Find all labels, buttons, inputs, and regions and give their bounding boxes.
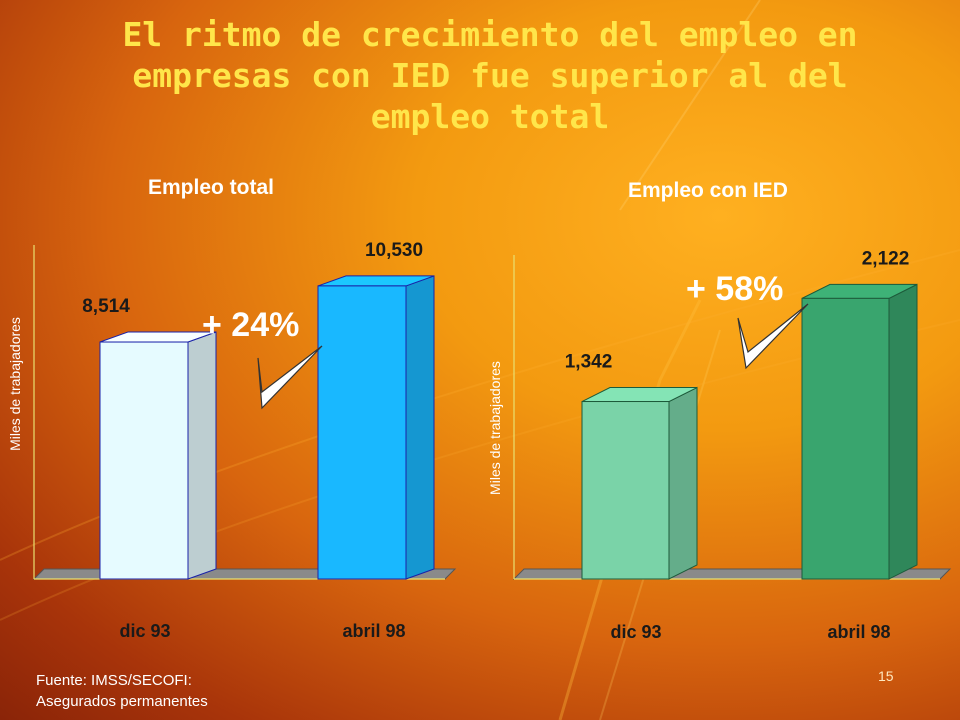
bar-side [888, 283, 918, 580]
bar-front [99, 341, 189, 580]
chart-total: Miles de trabajadores 8,514 dic 93 10,530 ab… [7, 240, 457, 641]
value-label: 10,530 [365, 240, 423, 261]
category-label: abril 98 [342, 621, 405, 641]
chart-ied: Miles de trabajadores 1,342 dic 93 2,122 abr… [487, 248, 952, 642]
source-line-1: Fuente: IMSS/SECOFI: [36, 672, 192, 689]
category-label: abril 98 [827, 622, 890, 642]
checkmark-icon [257, 345, 323, 410]
y-axis-label: Miles de trabajadores [7, 317, 23, 451]
bar-dic-93 [581, 386, 698, 580]
bar-side [187, 331, 217, 580]
bar-side [668, 386, 698, 580]
bar-front [801, 297, 890, 580]
chart-title-total: Empleo total [148, 176, 275, 199]
slide-title: El ritmo de crecimiento del empleo en em… [60, 14, 920, 137]
bar-side [405, 275, 435, 580]
page-number: 15 [878, 668, 894, 684]
title-line-3: empleo total [370, 97, 610, 136]
title-line-2: empresas con IED fue superior al del [132, 56, 848, 95]
bar-front [581, 401, 670, 580]
value-label: 2,122 [862, 248, 910, 269]
category-label: dic 93 [610, 622, 661, 642]
y-axis-label: Miles de trabajadores [487, 361, 503, 495]
bar-abril-98 [801, 283, 918, 580]
value-label: 8,514 [82, 296, 130, 317]
bar-dic-93 [99, 331, 217, 580]
chart-title-ied: Empleo con IED [628, 179, 788, 202]
bar-front [317, 285, 407, 580]
bar-abril-98 [317, 275, 435, 580]
growth-label: + 24% [202, 306, 299, 344]
growth-label: + 58% [686, 270, 783, 308]
source-line-2: Asegurados permanentes [36, 693, 208, 710]
source-note: Fuente: IMSS/SECOFI: Asegurados permanen… [36, 670, 208, 712]
title-line-1: El ritmo de crecimiento del empleo en [122, 15, 858, 54]
value-label: 1,342 [565, 352, 613, 373]
category-label: dic 93 [119, 621, 170, 641]
checkmark-icon [737, 303, 809, 370]
